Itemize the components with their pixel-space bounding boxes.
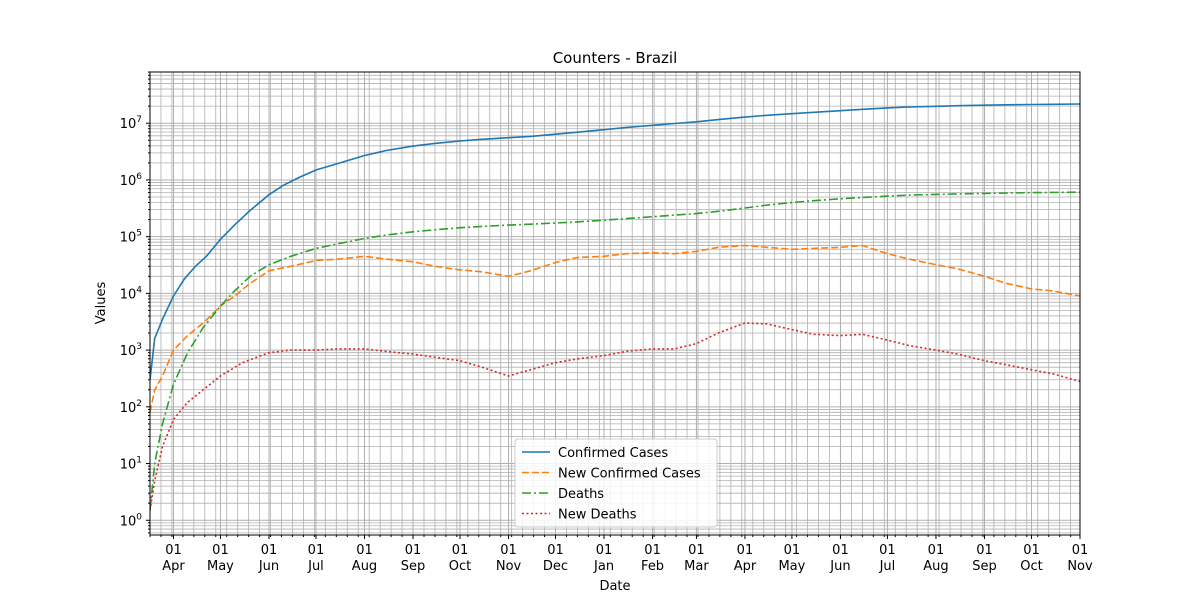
y-tick-exponent: 1 [136,456,142,466]
y-tick-base: 10 [120,287,137,302]
legend-label: New Deaths [558,508,637,523]
y-tick-exponent: 3 [136,342,142,352]
y-tick-exponent: 2 [136,399,142,409]
y-tick-exponent: 0 [136,512,142,522]
x-tick-month-label: Aug [352,559,377,574]
x-tick-month-label: Oct [1020,559,1042,574]
y-tick-label: 105 [120,229,142,246]
y-tick-label: 103 [120,342,142,359]
y-tick-base: 10 [120,514,137,529]
x-tick-day-label: 01 [784,543,801,558]
y-tick-label: 106 [120,172,143,189]
x-tick-day-label: 01 [308,543,325,558]
y-tick-base: 10 [120,117,137,132]
y-tick-label: 107 [120,115,142,132]
x-tick-month-label: Jun [829,559,850,574]
ticks: 10010110210310410510610701Apr01May01Jun0… [120,71,1093,574]
y-tick-exponent: 5 [136,229,142,239]
x-tick-day-label: 01 [832,543,849,558]
legend: Confirmed Cases New Confirmed Cases Deaths… [514,438,718,528]
x-tick-day-label: 01 [879,543,896,558]
legend-label: Confirmed Cases [558,446,668,461]
y-tick-exponent: 7 [136,115,142,125]
x-tick-month-label: Sep [972,559,997,574]
y-tick-label: 102 [120,399,142,416]
x-tick-day-label: 01 [261,543,278,558]
x-tick-month-label: Apr [162,559,185,574]
y-tick-label: 104 [120,285,143,302]
x-tick-day-label: 01 [165,543,182,558]
x-tick-month-label: May [778,559,805,574]
x-tick-month-label: Oct [449,559,471,574]
x-tick-day-label: 01 [737,543,754,558]
x-tick-day-label: 01 [688,543,705,558]
x-tick-day-label: 01 [1023,543,1040,558]
series-line-confirmed-cases [150,103,1080,380]
series-layer [150,103,1080,511]
y-tick-base: 10 [120,401,137,416]
y-tick-label: 100 [120,512,143,529]
y-tick-base: 10 [120,344,137,359]
x-tick-day-label: 01 [596,543,613,558]
x-tick-month-label: Jul [307,559,324,574]
x-tick-month-label: Aug [923,559,948,574]
series-line-deaths [150,191,1080,511]
x-tick-month-label: Nov [1067,559,1093,574]
y-tick-base: 10 [120,231,137,246]
plot-frame [149,71,1081,536]
legend-box [514,438,718,528]
x-tick-day-label: 01 [405,543,422,558]
x-tick-day-label: 01 [212,543,229,558]
legend-label: New Confirmed Cases [558,467,701,482]
x-tick-month-label: Sep [401,559,426,574]
x-tick-day-label: 01 [547,543,564,558]
y-tick-base: 10 [120,174,137,189]
x-tick-month-label: Nov [496,559,522,574]
x-tick-month-label: Dec [543,559,568,574]
chart-title: Counters - Brazil [553,49,678,67]
x-tick-day-label: 01 [356,543,373,558]
y-axis-label: Values [94,282,109,325]
x-tick-day-label: 01 [1072,543,1089,558]
x-tick-month-label: Jul [879,559,896,574]
y-tick-exponent: 4 [136,285,142,295]
x-tick-month-label: Jan [593,559,614,574]
y-tick-exponent: 6 [136,172,142,182]
x-tick-day-label: 01 [928,543,945,558]
x-tick-day-label: 01 [976,543,993,558]
x-tick-month-label: May [207,559,234,574]
x-tick-day-label: 01 [500,543,517,558]
x-tick-month-label: Apr [734,559,757,574]
x-tick-day-label: 01 [644,543,661,558]
x-tick-month-label: Jun [258,559,279,574]
legend-label: Deaths [558,487,604,502]
x-tick-month-label: Mar [684,559,709,574]
x-tick-month-label: Feb [641,559,664,574]
x-axis-label: Date [599,579,630,594]
y-tick-base: 10 [120,458,137,473]
y-tick-label: 101 [120,456,142,473]
x-tick-day-label: 01 [452,543,469,558]
